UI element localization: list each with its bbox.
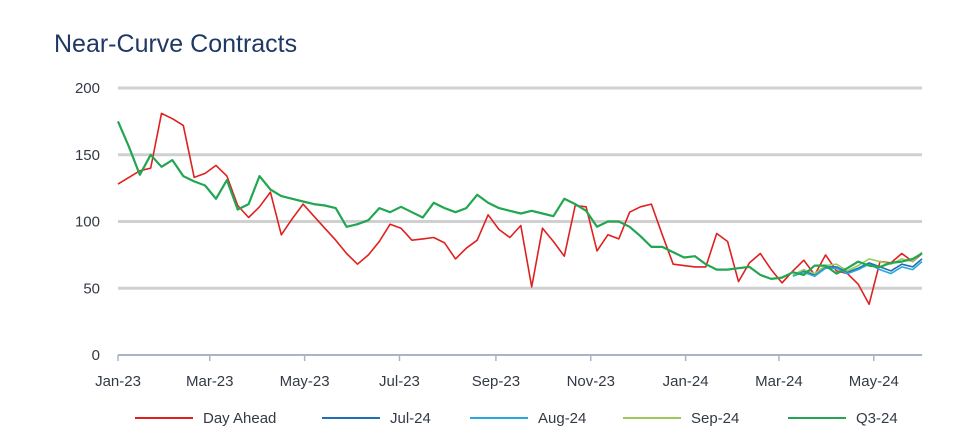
legend-item-jul-24: Jul-24 (322, 404, 431, 432)
legend-label: Day Ahead (203, 409, 277, 427)
x-tick-label: Jan-24 (663, 373, 709, 390)
legend-item-day-ahead: Day Ahead (135, 404, 276, 432)
y-tick-label: 50 (83, 280, 100, 297)
legend-item-aug-24: Aug-24 (470, 404, 586, 432)
x-tick-label: Mar-24 (755, 373, 803, 390)
x-tick-label: Nov-23 (567, 373, 615, 390)
legend-swatch (788, 417, 846, 419)
x-tick-label: Mar-23 (186, 373, 234, 390)
y-tick-label: 200 (75, 80, 100, 97)
legend-label: Jul-24 (390, 409, 431, 427)
gridlines (118, 86, 922, 290)
x-tick-label: Jan-23 (95, 373, 141, 390)
legend-item-q3-24: Q3-24 (788, 404, 898, 432)
x-tick-label: May-23 (280, 373, 330, 390)
y-tick-label: 100 (75, 214, 100, 231)
y-tick-label: 150 (75, 147, 100, 164)
series-line-q3-24 (116, 120, 923, 280)
series-line-jul-24 (792, 258, 923, 277)
series-line-aug-24 (792, 260, 923, 278)
x-tick-label: Jul-23 (379, 373, 420, 390)
legend-swatch (135, 417, 193, 419)
x-tick-label: Sep-23 (472, 373, 520, 390)
legend-label: Sep-24 (691, 409, 740, 427)
legend: Day Ahead Jul-24 Aug-24 Sep-24 Q3-24 (0, 404, 966, 432)
y-axis-ticks: 0 50 100 150 200 (75, 80, 100, 364)
legend-swatch (322, 417, 380, 419)
legend-label: Aug-24 (538, 409, 587, 427)
legend-swatch (470, 417, 528, 419)
chart-title: Near-Curve Contracts (54, 30, 298, 58)
series-line-sep-24 (792, 251, 923, 276)
legend-swatch (623, 417, 681, 419)
legend-item-sep-24: Sep-24 (623, 404, 739, 432)
y-tick-label: 0 (92, 347, 100, 364)
legend-label: Q3-24 (856, 409, 898, 427)
series-lines (116, 112, 923, 306)
x-tick-label: May-24 (849, 373, 899, 390)
x-axis: Jan-23 Mar-23 May-23 Jul-23 Sep-23 Nov-23 Jan-… (95, 354, 922, 390)
